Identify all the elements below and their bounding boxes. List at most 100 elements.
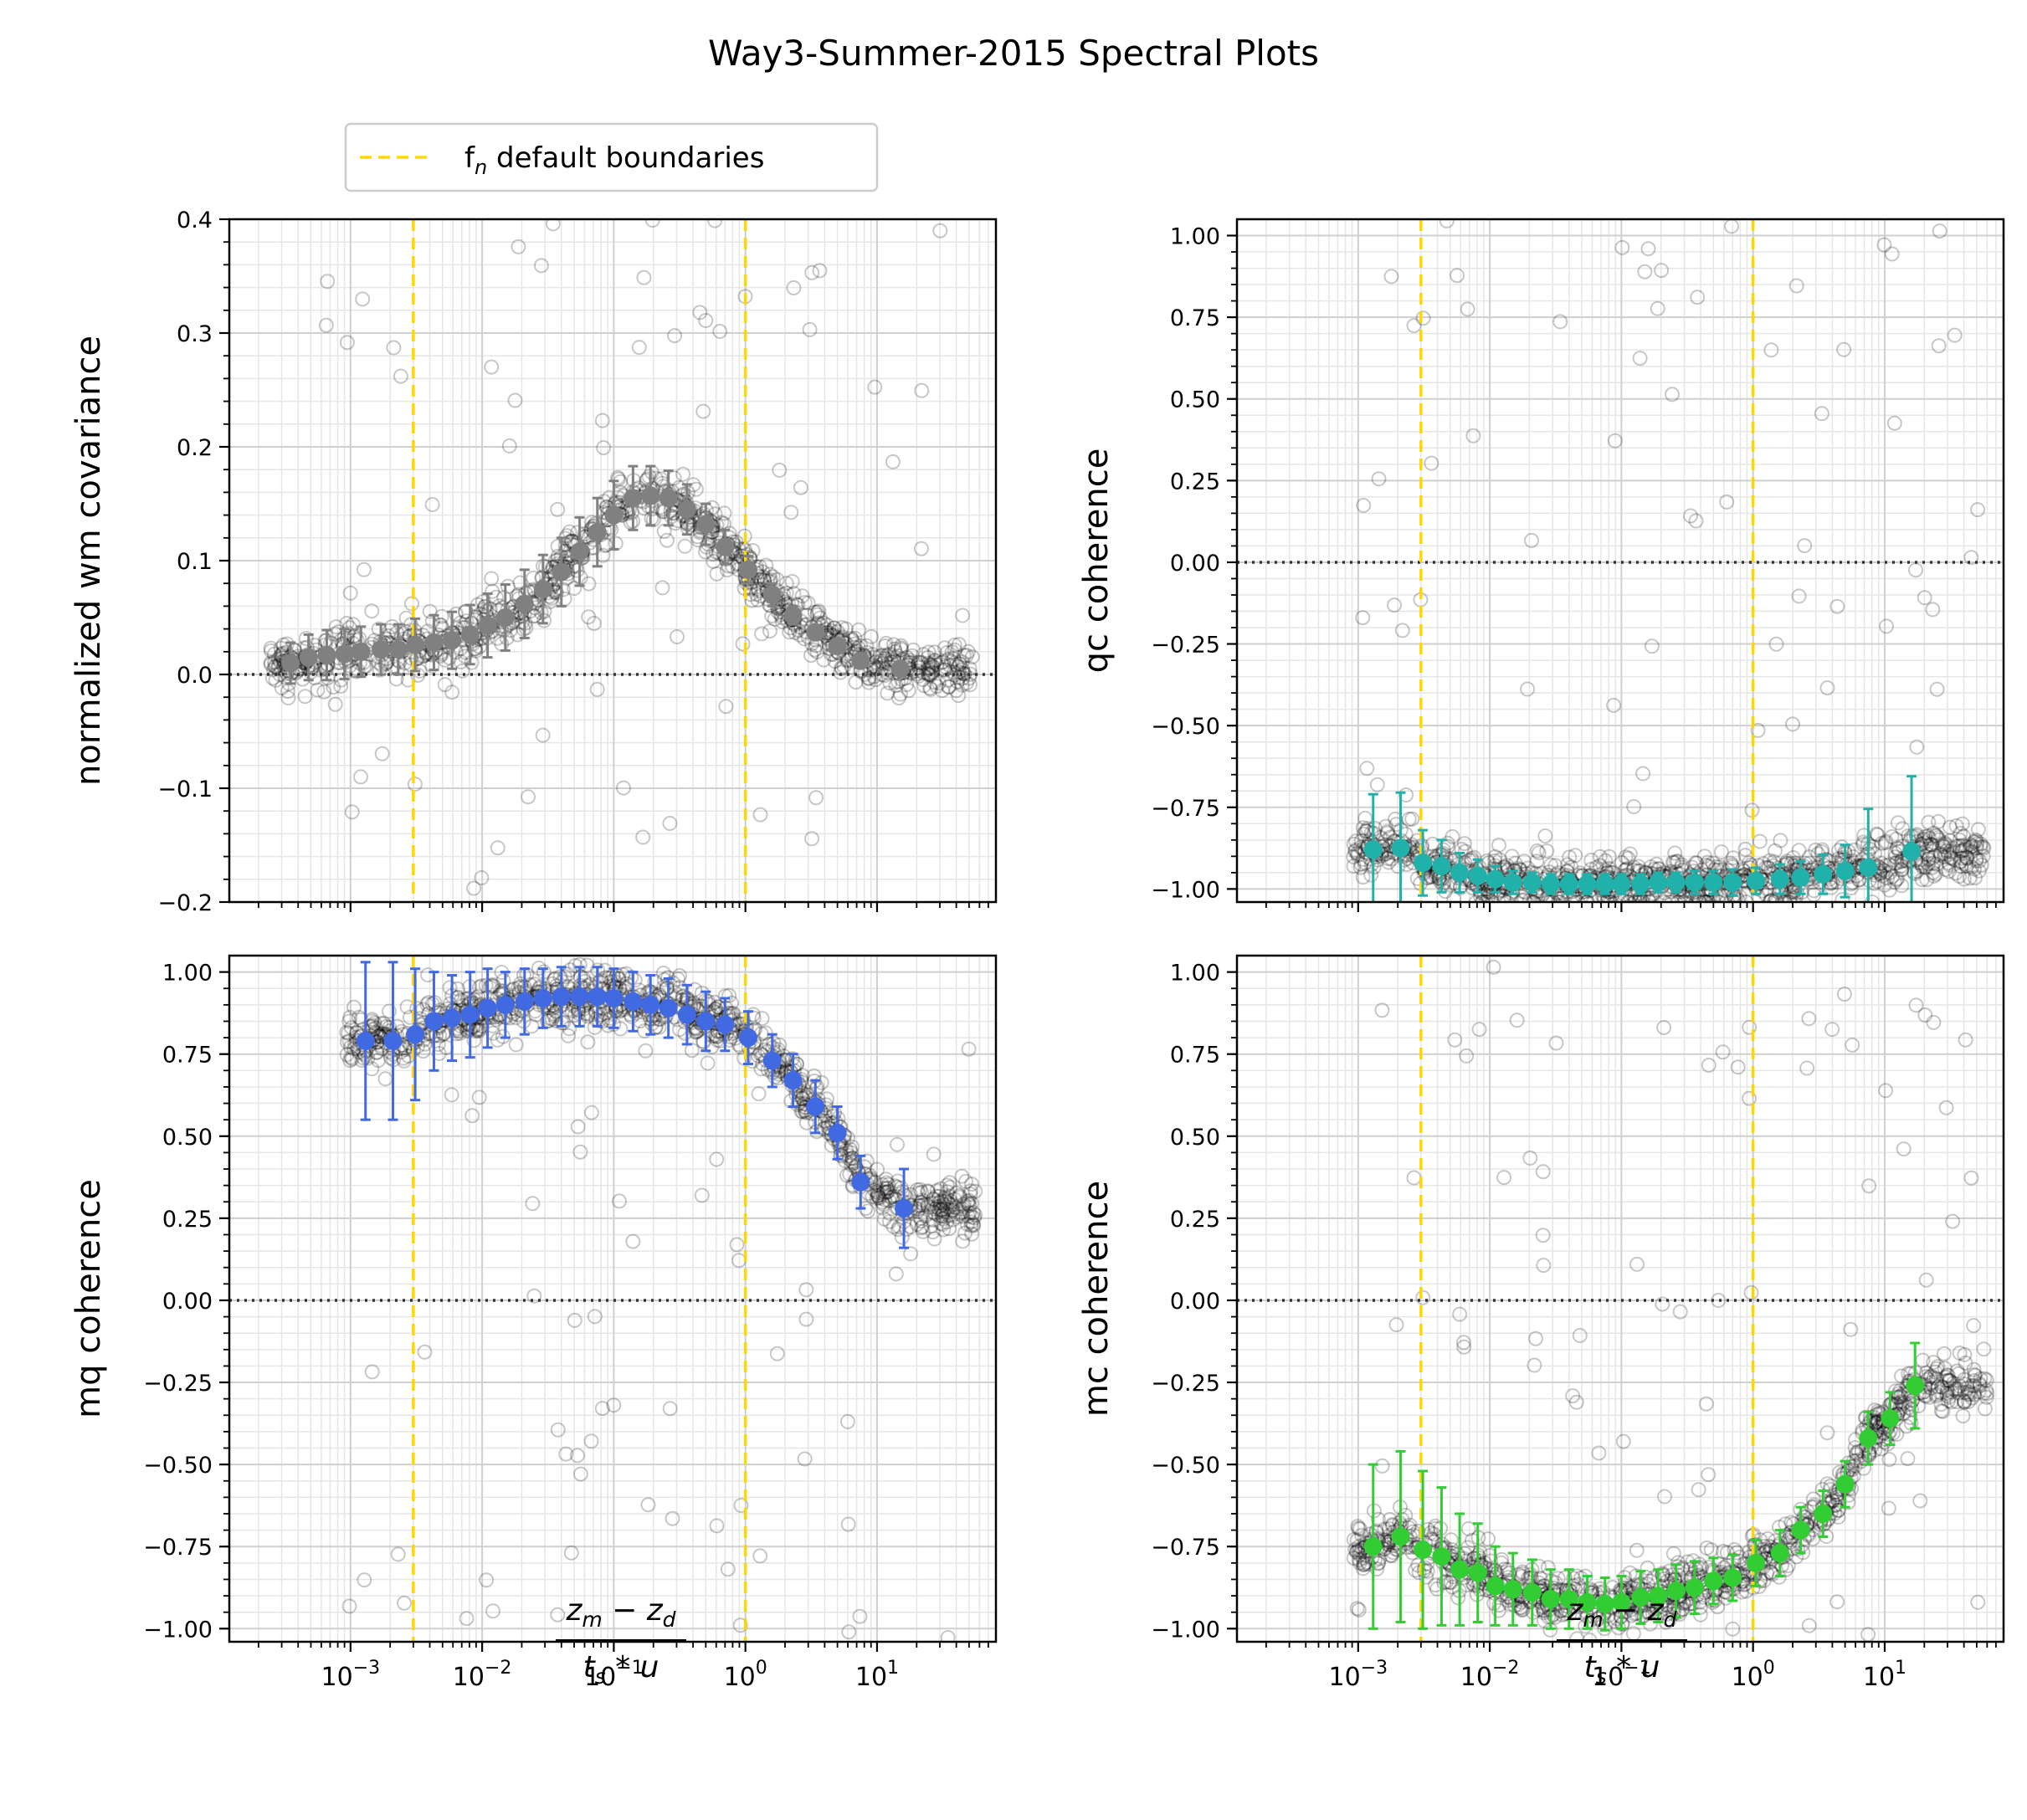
raw-sample-point (1933, 1379, 1949, 1395)
binned-mean-point (1631, 874, 1650, 894)
raw-sample-point (367, 1020, 383, 1036)
binned-mean-point (478, 616, 497, 635)
raw-sample-point (1346, 1551, 1362, 1566)
raw-sample-point (581, 609, 597, 625)
raw-sample-point (342, 1053, 358, 1069)
raw-sample-point (1940, 1368, 1956, 1384)
raw-sample-point (764, 608, 780, 624)
raw-sample-point (1824, 1022, 1840, 1038)
raw-sample-point (570, 525, 586, 541)
raw-sample-point (1579, 895, 1595, 902)
raw-sample-point (1963, 1170, 1979, 1186)
raw-sample-point (449, 1026, 464, 1042)
raw-sample-point (1917, 1007, 1933, 1023)
raw-sample-point (1398, 1507, 1414, 1523)
raw-sample-point (757, 573, 772, 589)
raw-sample-point (894, 642, 909, 658)
raw-sample-point (844, 1154, 860, 1169)
raw-sample-point (407, 777, 423, 792)
raw-sample-point (1456, 836, 1472, 852)
raw-sample-point (358, 659, 374, 674)
raw-sample-point (1691, 895, 1706, 902)
raw-sample-point (1921, 851, 1937, 867)
raw-sample-point (911, 668, 926, 684)
raw-sample-point (562, 524, 577, 540)
raw-sample-point (1942, 819, 1958, 835)
raw-sample-point (1531, 845, 1547, 861)
raw-sample-point (1958, 850, 1974, 866)
raw-sample-point (941, 679, 957, 695)
legend-label: fn default boundaries (464, 141, 764, 179)
raw-sample-point (1670, 854, 1686, 869)
raw-sample-point (695, 403, 711, 419)
raw-sample-point (1383, 851, 1399, 867)
raw-sample-point (885, 454, 901, 469)
raw-sample-point (353, 1012, 369, 1028)
raw-sample-point (866, 661, 882, 677)
raw-sample-point (1745, 1580, 1761, 1596)
raw-sample-point (1741, 855, 1757, 871)
raw-sample-point (1354, 1527, 1370, 1543)
raw-sample-point (1478, 895, 1494, 902)
raw-sample-point (1952, 838, 1968, 854)
raw-sample-point (939, 1214, 955, 1230)
raw-sample-point (934, 683, 950, 699)
raw-sample-point (1917, 1369, 1933, 1385)
raw-sample-point (390, 1546, 406, 1562)
raw-sample-point (1955, 838, 1971, 854)
raw-sample-point (922, 680, 938, 696)
binned-mean-point (783, 1071, 803, 1090)
raw-sample-point (1914, 872, 1930, 888)
panel-bottom-right: 10−3 10−2 10−1 100 101−1.00−0.75−0.50−0.250.… (1077, 954, 2005, 1692)
raw-sample-point (1665, 854, 1681, 870)
legend-box (344, 122, 879, 192)
raw-sample-point (1715, 1044, 1731, 1060)
raw-sample-point (809, 604, 825, 620)
raw-sample-point (787, 624, 803, 640)
binned-mean-point (641, 995, 660, 1014)
raw-sample-point (1348, 833, 1364, 849)
raw-sample-point (1782, 892, 1798, 902)
raw-sample-point (802, 321, 818, 337)
raw-sample-point (1691, 1594, 1707, 1610)
binned-mean-point (1541, 874, 1560, 894)
raw-sample-point (885, 637, 901, 653)
raw-sample-point (1712, 859, 1728, 875)
raw-sample-point (860, 1203, 875, 1219)
binned-mean-point (1522, 873, 1542, 892)
raw-sample-point (434, 620, 450, 636)
raw-sample-point (1643, 859, 1659, 874)
raw-sample-point (1346, 1532, 1362, 1547)
raw-sample-point (611, 471, 627, 487)
raw-sample-point (1978, 1389, 1994, 1405)
raw-sample-point (923, 1196, 939, 1212)
raw-sample-point (1620, 850, 1636, 866)
raw-sample-point (369, 1044, 385, 1060)
raw-sample-point (721, 558, 736, 574)
raw-sample-point (1856, 828, 1872, 843)
raw-sample-point (344, 804, 360, 820)
raw-sample-point (939, 1199, 955, 1215)
raw-sample-point (864, 628, 879, 644)
raw-sample-point (871, 1190, 887, 1206)
raw-sample-point (1884, 829, 1900, 844)
raw-sample-point (913, 654, 929, 670)
raw-sample-point (466, 992, 482, 1007)
raw-sample-point (1476, 886, 1492, 902)
binned-mean-point (716, 537, 735, 556)
raw-sample-point (707, 219, 723, 228)
raw-sample-point (804, 831, 820, 847)
raw-sample-point (876, 1184, 892, 1200)
y-tick-label: 0.1 (177, 549, 213, 575)
raw-sample-point (537, 559, 553, 575)
raw-sample-point (1369, 777, 1385, 792)
raw-sample-point (961, 670, 977, 686)
raw-sample-point (952, 1206, 967, 1222)
raw-sample-point (803, 648, 818, 664)
x-tick-label: 10−3 (321, 1658, 381, 1692)
raw-sample-point (1968, 851, 1984, 867)
raw-sample-point (916, 678, 932, 694)
raw-sample-point (927, 653, 943, 669)
raw-sample-point (1632, 351, 1648, 367)
raw-sample-point (1932, 223, 1947, 239)
